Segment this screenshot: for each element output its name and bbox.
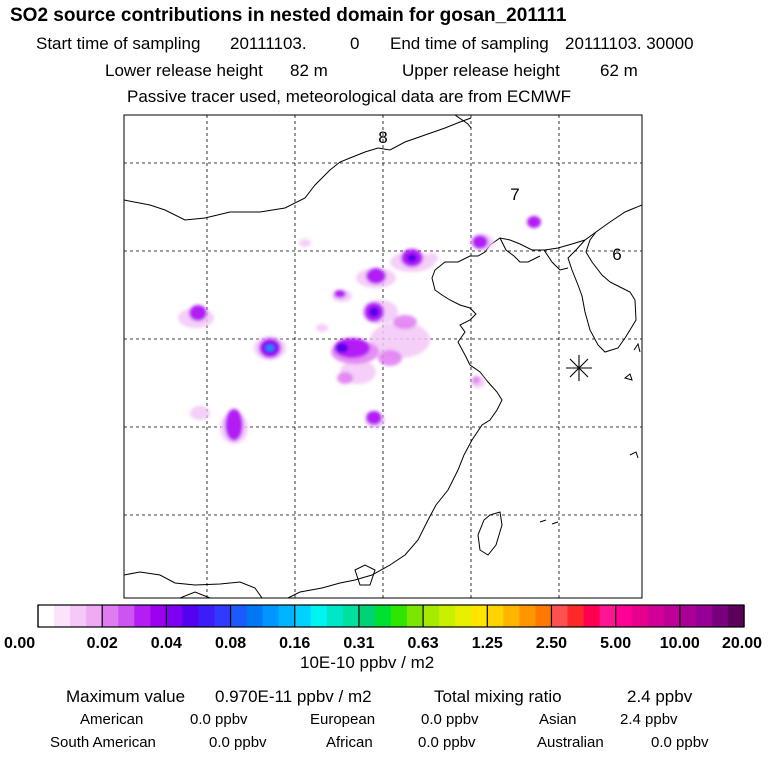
region-australian-name: Australian bbox=[537, 734, 604, 751]
colorbar-tick-label: 0.63 bbox=[408, 635, 439, 652]
colorbar-cell bbox=[679, 605, 697, 627]
colorbar-tick-label: 10.00 bbox=[660, 635, 700, 652]
colorbar-tick-label: 0.31 bbox=[343, 635, 374, 652]
colorbar-cell bbox=[647, 605, 665, 627]
colorbar-cell bbox=[54, 605, 71, 627]
colorbar-cell bbox=[567, 605, 585, 627]
start-time-hour: 0 bbox=[350, 34, 360, 53]
colorbar-cell bbox=[342, 605, 360, 627]
tracer-note: Passive tracer used, meteorological data… bbox=[127, 87, 572, 106]
track-label-6: 6 bbox=[612, 245, 621, 264]
colorbar-tick-label: 0.02 bbox=[87, 635, 118, 652]
track-label-8: 8 bbox=[378, 128, 387, 147]
colorbar-cell bbox=[326, 605, 344, 627]
colorbar-cell bbox=[214, 605, 232, 627]
colorbar-tick-label: 2.50 bbox=[536, 635, 567, 652]
region-european-value: 0.0 ppbv bbox=[421, 711, 479, 728]
colorbar-cell bbox=[519, 605, 537, 627]
colorbar: 0.00 0.02 0.04 0.08 0.16 0.31 0.63 1.25 2.50 5.00… bbox=[4, 604, 762, 652]
colorbar-cell bbox=[711, 605, 729, 627]
colorbar-cell bbox=[727, 605, 745, 627]
colorbar-cell bbox=[471, 605, 488, 627]
colorbar-cell bbox=[503, 605, 520, 627]
colorbar-cell bbox=[134, 605, 151, 627]
colorbar-cell bbox=[487, 605, 504, 627]
colorbar-cell bbox=[86, 605, 103, 627]
coastlines bbox=[124, 115, 642, 598]
region-asian-name: Asian bbox=[539, 711, 577, 728]
colorbar-cell bbox=[294, 605, 312, 627]
region-asian-value: 2.4 ppbv bbox=[620, 711, 678, 728]
figure-title: SO2 source contributions in nested domai… bbox=[10, 5, 567, 26]
colorbar-cell bbox=[695, 605, 713, 627]
max-value: 0.970E-11 ppbv / m2 bbox=[215, 687, 372, 706]
region-african-value: 0.0 ppbv bbox=[418, 734, 476, 751]
region-south-american-value: 0.0 ppbv bbox=[209, 734, 267, 751]
start-time-label: Start time of sampling bbox=[36, 34, 201, 53]
colorbar-cell bbox=[391, 605, 408, 627]
colorbar-cells bbox=[38, 605, 745, 627]
colorbar-labels: 0.00 0.02 0.04 0.08 0.16 0.31 0.63 1.25 2.50 5.00… bbox=[4, 635, 762, 652]
concentration-field bbox=[178, 216, 541, 444]
colorbar-tick-label: 0.00 bbox=[4, 635, 35, 652]
colorbar-cell bbox=[583, 605, 601, 627]
colorbar-cell bbox=[70, 605, 87, 627]
region-south-american-name: South American bbox=[50, 734, 156, 751]
colorbar-cell bbox=[615, 605, 633, 627]
lower-release-label: Lower release height bbox=[105, 61, 263, 80]
colorbar-tick-label: 0.08 bbox=[215, 635, 246, 652]
colorbar-cell bbox=[182, 605, 200, 627]
track-label-7: 7 bbox=[510, 185, 519, 204]
colorbar-cell bbox=[230, 605, 248, 627]
colorbar-tick-label: 1.25 bbox=[472, 635, 503, 652]
colorbar-cell bbox=[423, 605, 440, 627]
lower-release-value: 82 m bbox=[290, 61, 328, 80]
region-european-name: European bbox=[310, 711, 376, 728]
region-american-name: American bbox=[80, 711, 144, 728]
total-mixing-value: 2.4 ppbv bbox=[627, 687, 693, 706]
colorbar-cell bbox=[262, 605, 280, 627]
colorbar-cell bbox=[278, 605, 296, 627]
total-mixing-label: Total mixing ratio bbox=[434, 687, 562, 706]
colorbar-cell bbox=[150, 605, 167, 627]
colorbar-unit: 10E-10 ppbv / m2 bbox=[300, 653, 435, 672]
colorbar-cell bbox=[551, 605, 569, 627]
region-american-value: 0.0 ppbv bbox=[190, 711, 248, 728]
colorbar-cell bbox=[102, 605, 119, 627]
start-time-value: 20111103. bbox=[230, 34, 307, 53]
upper-release-label: Upper release height bbox=[402, 61, 560, 80]
map-panel: 8 7 6 bbox=[123, 114, 643, 599]
colorbar-cell bbox=[38, 605, 55, 627]
end-time-value: 20111103. 30000 bbox=[565, 34, 694, 53]
colorbar-cell bbox=[374, 605, 392, 627]
colorbar-ticks bbox=[37, 605, 745, 627]
map-frame bbox=[123, 114, 643, 599]
colorbar-cell bbox=[455, 605, 472, 627]
colorbar-cell bbox=[310, 605, 328, 627]
max-value-label: Maximum value bbox=[66, 687, 186, 706]
colorbar-cell bbox=[407, 605, 424, 627]
colorbar-tick-label: 5.00 bbox=[600, 635, 631, 652]
colorbar-cell bbox=[663, 605, 681, 627]
colorbar-tick-label: 20.00 bbox=[722, 635, 762, 652]
colorbar-cell bbox=[358, 605, 376, 627]
colorbar-cell bbox=[246, 605, 264, 627]
end-time-label: End time of sampling bbox=[390, 34, 549, 53]
colorbar-tick-label: 0.16 bbox=[279, 635, 310, 652]
colorbar-cell bbox=[118, 605, 135, 627]
colorbar-cell bbox=[631, 605, 649, 627]
colorbar-cell bbox=[439, 605, 456, 627]
upper-release-value: 62 m bbox=[600, 61, 638, 80]
receptor-asterisk-icon bbox=[566, 355, 592, 381]
colorbar-cell bbox=[166, 605, 184, 627]
colorbar-cell bbox=[535, 605, 553, 627]
colorbar-cell bbox=[198, 605, 216, 627]
colorbar-cell bbox=[599, 605, 617, 627]
colorbar-tick-label: 0.04 bbox=[151, 635, 182, 652]
region-australian-value: 0.0 ppbv bbox=[651, 734, 709, 751]
region-african-name: African bbox=[326, 734, 373, 751]
